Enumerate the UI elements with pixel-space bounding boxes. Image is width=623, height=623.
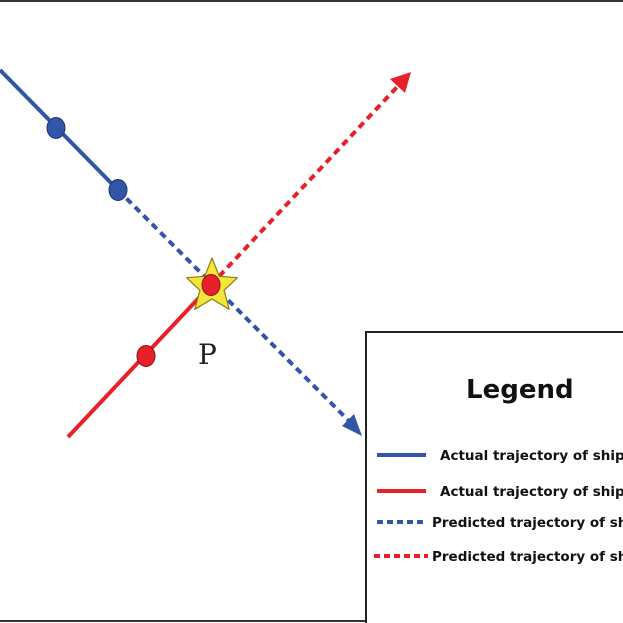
ship-b-position-marker [136,345,156,367]
ship-a-predicted-trajectory [116,188,352,424]
ship-b-predicted-trajectory [209,84,400,287]
legend-title: Legend [466,375,574,405]
legend-label-ship-b-actual: Actual trajectory of ship B [440,484,623,500]
ship-a-position-marker [108,179,128,201]
legend-label-ship-a-actual: Actual trajectory of ship A [440,448,623,464]
ship-a-position-marker [46,117,66,139]
ship-b-predicted-arrowhead [390,72,411,93]
ship-b-collision-marker [201,274,221,296]
legend-label-ship-b-predicted: Predicted trajectory of ship B [432,549,623,565]
legend-box [365,331,623,623]
ship-a-predicted-arrowhead [342,414,362,436]
legend: Legend Actual trajectory of ship A Actua… [365,331,623,623]
legend-label-ship-a-predicted: Predicted trajectory of ship A [432,515,623,531]
collision-point-label: P [198,338,217,371]
